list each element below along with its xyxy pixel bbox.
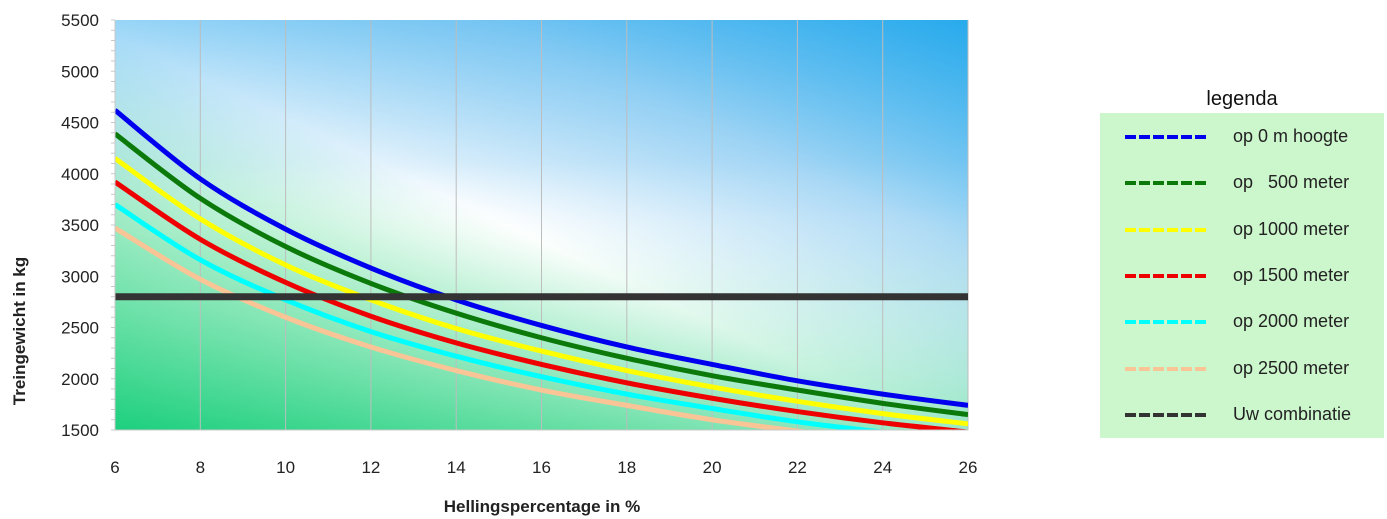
series-line-6 [115,225,810,430]
legend-label: op 500 meter [1233,172,1350,193]
x-tick-label: 16 [532,458,551,477]
series-line-4 [115,179,968,430]
legend-item: op 0 m hoogte [1100,123,1384,153]
x-tick-label: 6 [110,458,119,477]
x-tick-label: 22 [788,458,807,477]
series-line-5 [115,202,887,430]
legend-item: Uw combinatie [1100,401,1384,431]
legend-item: op 500 meter [1100,169,1384,199]
x-tick-labels: 6 8 10 12 14 16 18 20 22 24 26 [110,458,977,477]
legend-swatch [1125,412,1207,417]
legend-swatch [1125,227,1207,232]
legend-label: op 0 m hoogte [1233,126,1349,146]
legend-swatch [1125,135,1207,139]
plot-area [111,19,969,431]
y-tick-label: 4500 [61,114,99,133]
vertical-gridlines [111,19,969,431]
x-axis-title: Hellingspercentage in % [444,497,641,516]
x-tick-label: 14 [447,458,466,477]
legend-item: op 2000 meter [1100,308,1384,338]
series-line-3 [115,156,968,427]
series-lines [115,108,968,430]
legend-swatch [1125,320,1207,325]
y-tick-labels: 1500 2000 2500 3000 3500 4000 4500 5000 5500 [61,11,99,440]
legend-label: Uw combinatie [1233,403,1352,424]
x-tick-label: 8 [196,458,205,477]
legend: op 0 m hoogte op 500 meter op 1000 meter op… [1100,113,1384,438]
y-tick-label: 1500 [61,421,99,440]
legend-label: op 2000 meter [1233,311,1350,332]
x-tick-label: 24 [873,458,892,477]
legend-item: op 1500 meter [1100,262,1384,292]
x-tick-label: 26 [959,458,978,477]
y-tick-label: 2000 [61,370,99,389]
legend-item: op 2500 meter [1100,355,1384,385]
x-tick-label: 12 [361,458,380,477]
legend-label: op 2500 meter [1233,357,1350,378]
legend-label: op 1000 meter [1233,218,1350,239]
y-axis-title: Treingewicht in kg [10,257,29,405]
legend-swatch [1125,181,1207,186]
y-tick-label: 5500 [61,11,99,30]
x-tick-label: 18 [617,458,636,477]
y-tick-label: 5000 [61,62,99,81]
legend-item: op 1000 meter [1100,216,1384,246]
y-tick-label: 4000 [61,165,99,184]
x-tick-label: 20 [703,458,722,477]
y-tick-label: 2500 [61,319,99,338]
legend-swatch [1125,273,1207,278]
legend-swatch [1125,366,1207,371]
x-tick-label: 10 [276,458,295,477]
legend-label: op 1500 meter [1233,264,1350,285]
series-line-1 [115,108,968,408]
legend-title: legenda [1206,88,1278,110]
y-tick-label: 3000 [61,267,99,286]
y-tick-label: 3500 [61,216,99,235]
series-line-2 [115,131,968,418]
